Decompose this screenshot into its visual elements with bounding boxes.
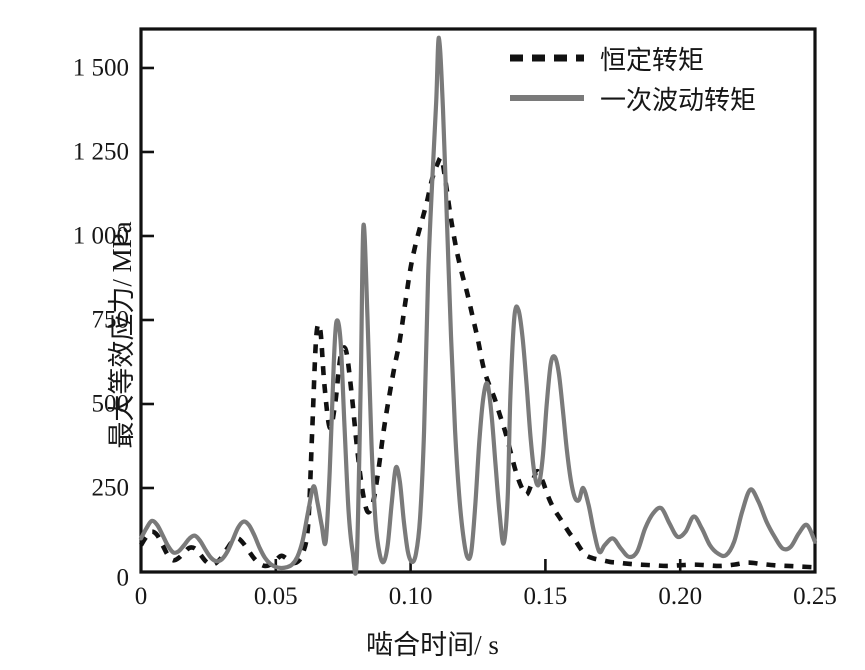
y-tick-label: 1 250 [72, 138, 129, 166]
axis-frame [139, 27, 817, 574]
x-tick-label: 0.05 [253, 583, 298, 610]
y-axis-title: 最大等效应力/ MPa [107, 221, 138, 449]
y-tick-label: 750 [91, 306, 130, 334]
plot-axes [139, 27, 817, 574]
y-tick-label: 1 000 [72, 222, 129, 250]
x-tick-label: 0.15 [523, 583, 568, 610]
x-tick-label: 0.10 [388, 583, 433, 610]
legend-item[interactable]: 一次波动转矩 [508, 78, 756, 118]
x-axis-ticks [274, 559, 682, 572]
chart-legend: 恒定转矩一次波动转矩 [508, 38, 756, 118]
y-tick-label: 250 [91, 474, 130, 502]
legend-label: 恒定转矩 [600, 45, 705, 75]
x-tick-label: 0 [134, 583, 148, 610]
y-axis-ticks [141, 66, 154, 490]
x-tick-label: 0.25 [793, 583, 837, 610]
y-tick-label: 0 [116, 564, 130, 592]
series-line-fluctuating-torque [138, 35, 818, 576]
legend-swatch-dashed [508, 49, 586, 67]
legend-label: 一次波动转矩 [600, 85, 757, 115]
y-tick-label: 1 500 [72, 54, 129, 82]
legend-swatch-solid [508, 89, 586, 107]
legend-item[interactable]: 恒定转矩 [508, 38, 756, 78]
x-axis-title: 啮合时间/ s [366, 630, 499, 660]
data-series-group [138, 35, 818, 576]
x-tick-label: 0.20 [658, 583, 703, 610]
series-line-constant-torque [139, 155, 816, 570]
y-tick-label: 500 [91, 390, 130, 418]
